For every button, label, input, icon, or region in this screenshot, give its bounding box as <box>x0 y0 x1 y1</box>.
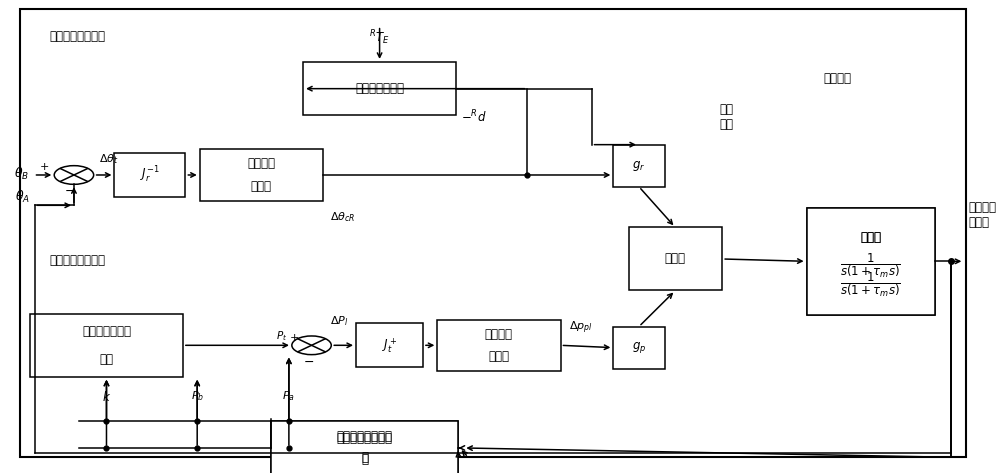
FancyBboxPatch shape <box>807 208 935 315</box>
Text: 特征: 特征 <box>99 353 113 366</box>
FancyBboxPatch shape <box>807 208 935 315</box>
Text: 控制器: 控制器 <box>251 180 272 193</box>
Text: $\Delta P_l$: $\Delta P_l$ <box>330 314 349 328</box>
Text: 取: 取 <box>361 451 368 464</box>
Text: $\dfrac{1}{s(1+\tau_m s)}$: $\dfrac{1}{s(1+\tau_m s)}$ <box>840 252 901 280</box>
FancyBboxPatch shape <box>114 153 185 197</box>
Text: +: + <box>40 162 49 172</box>
Text: +: + <box>290 333 299 343</box>
FancyBboxPatch shape <box>613 145 665 187</box>
FancyBboxPatch shape <box>20 9 966 457</box>
Text: $\Delta p_{pl}$: $\Delta p_{pl}$ <box>569 320 593 336</box>
FancyBboxPatch shape <box>629 228 722 290</box>
Text: 机器人: 机器人 <box>860 231 881 244</box>
Text: $g_p$: $g_p$ <box>632 340 646 355</box>
Text: 控制器: 控制器 <box>488 350 509 363</box>
FancyBboxPatch shape <box>613 327 665 368</box>
FancyBboxPatch shape <box>30 314 183 377</box>
Text: 检测器: 检测器 <box>665 253 686 265</box>
Text: 机器人: 机器人 <box>860 231 881 244</box>
Text: 计算期望的图像: 计算期望的图像 <box>82 325 131 338</box>
FancyBboxPatch shape <box>437 320 561 371</box>
Text: $P_a$: $P_a$ <box>282 390 295 403</box>
FancyBboxPatch shape <box>200 149 323 201</box>
Text: $k$: $k$ <box>102 390 111 403</box>
FancyBboxPatch shape <box>271 421 458 473</box>
Text: 切换
模块: 切换 模块 <box>720 103 734 131</box>
Text: 末端执行
器位姿: 末端执行 器位姿 <box>968 201 996 228</box>
FancyBboxPatch shape <box>271 421 458 473</box>
Text: −: − <box>303 356 314 368</box>
Text: 姿态对准控制模块: 姿态对准控制模块 <box>49 30 105 44</box>
Text: $\Delta\theta_{cR}$: $\Delta\theta_{cR}$ <box>330 210 356 224</box>
Text: $\Delta\theta_t$: $\Delta\theta_t$ <box>99 152 118 166</box>
FancyBboxPatch shape <box>356 323 423 368</box>
Text: $\theta_B$: $\theta_B$ <box>14 166 30 182</box>
Text: −: − <box>65 185 75 198</box>
Text: 姿态调整: 姿态调整 <box>247 157 275 170</box>
Text: 图像采集和特征提: 图像采集和特征提 <box>337 432 393 445</box>
Text: 位置调整: 位置调整 <box>485 327 513 341</box>
Text: 执行模块: 执行模块 <box>823 72 851 85</box>
Text: $\theta_A$: $\theta_A$ <box>15 189 30 205</box>
Text: 图像采集和特征提: 图像采集和特征提 <box>337 429 393 443</box>
Text: $P_t$: $P_t$ <box>276 329 287 343</box>
Text: $J_t^+$: $J_t^+$ <box>382 336 397 355</box>
Text: 取: 取 <box>361 453 368 466</box>
FancyBboxPatch shape <box>303 62 456 115</box>
Text: $P_b$: $P_b$ <box>191 390 204 403</box>
Text: $g_r$: $g_r$ <box>632 158 646 173</box>
Text: $\dfrac{1}{s(1+\tau_m s)}$: $\dfrac{1}{s(1+\tau_m s)}$ <box>840 271 901 299</box>
Text: 位置对准控制模块: 位置对准控制模块 <box>49 254 105 267</box>
Text: 计算位置补偿量: 计算位置补偿量 <box>355 82 404 95</box>
Text: $-{}^Rd$: $-{}^Rd$ <box>461 108 487 125</box>
Text: $J_r^{-1}$: $J_r^{-1}$ <box>140 165 160 185</box>
Text: $^RT_E$: $^RT_E$ <box>369 28 390 47</box>
